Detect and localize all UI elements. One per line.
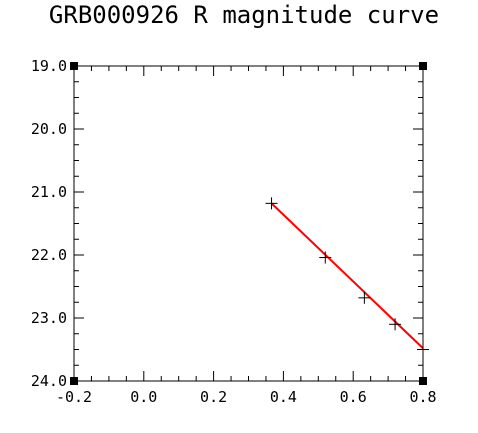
y-tick-label: 21.0 bbox=[31, 183, 67, 201]
series-layer bbox=[270, 202, 424, 349]
x-tick-label: 0.6 bbox=[340, 388, 367, 406]
y-tick-label: 23.0 bbox=[31, 309, 67, 327]
axis-ticks bbox=[73, 65, 424, 382]
data-point-marker bbox=[265, 197, 278, 210]
data-point-marker bbox=[389, 318, 402, 331]
y-tick-label: 24.0 bbox=[31, 372, 67, 390]
chart-title: GRB000926 R magnitude curve bbox=[49, 1, 439, 29]
series-line bbox=[270, 202, 424, 349]
x-tick-label: 0.0 bbox=[130, 388, 157, 406]
x-tick-label: 0.8 bbox=[409, 388, 436, 406]
marker-layer bbox=[265, 197, 429, 356]
x-tick-label: 0.2 bbox=[200, 388, 227, 406]
x-tick-label: 0.4 bbox=[270, 388, 297, 406]
y-tick-label: 22.0 bbox=[31, 246, 67, 264]
data-point-marker bbox=[358, 291, 371, 304]
x-tick-label: -0.2 bbox=[56, 388, 92, 406]
data-point-marker bbox=[319, 251, 332, 264]
tick-labels: -0.2 0.0 0.2 0.4 0.6 0.8 19.0 20.0 21.0 22.0 23.0 2… bbox=[31, 57, 437, 406]
plot-area bbox=[73, 65, 424, 382]
y-tick-label: 19.0 bbox=[31, 57, 67, 75]
data-point-marker bbox=[417, 343, 429, 356]
y-tick-label: 20.0 bbox=[31, 120, 67, 138]
